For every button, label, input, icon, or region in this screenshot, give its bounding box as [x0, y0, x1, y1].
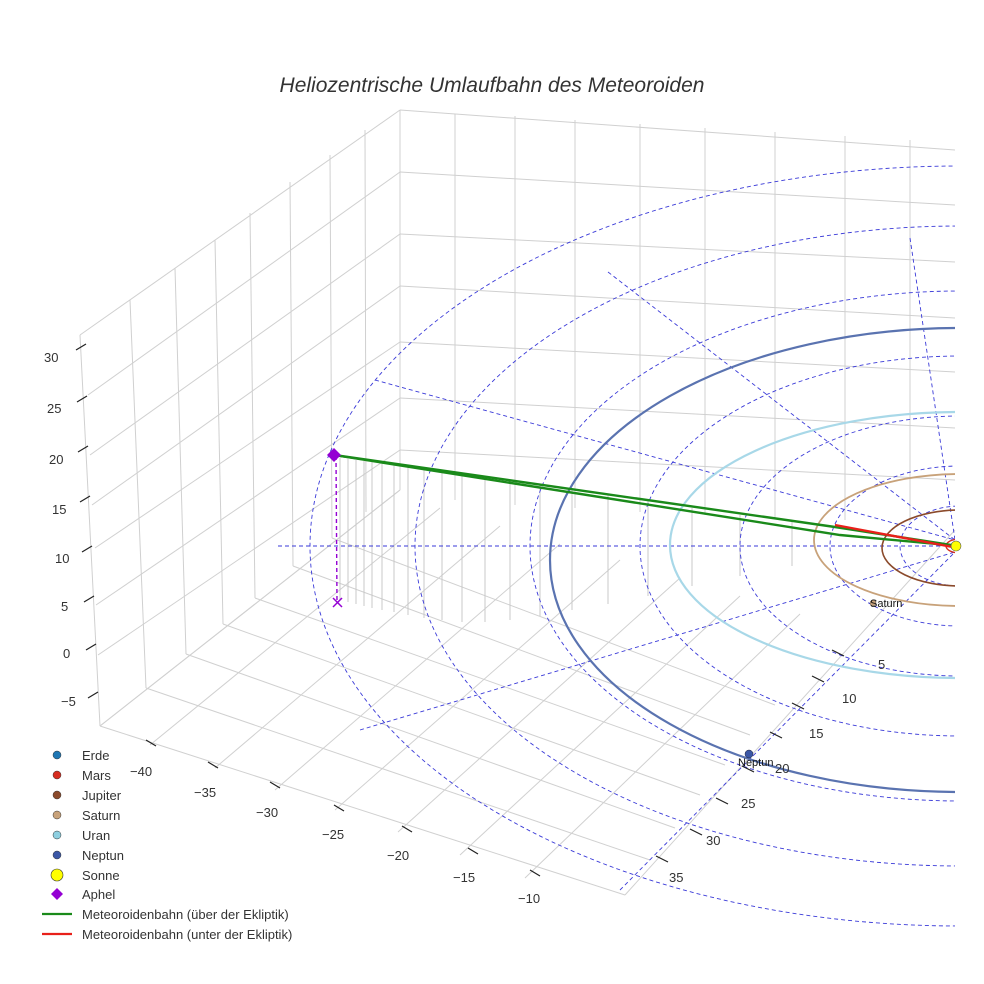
saturn-orbit	[813, 473, 955, 607]
legend-marker	[51, 888, 63, 900]
neptune-marker	[744, 749, 754, 759]
x-tick: −35	[194, 785, 216, 800]
y-tick: 30	[706, 833, 720, 848]
z-tick: 30	[44, 350, 58, 365]
legend-item[interactable]: Sonne	[50, 868, 120, 883]
x-tick: −15	[453, 870, 475, 885]
y-tick: 20	[775, 761, 789, 776]
z-tick: 25	[47, 401, 61, 416]
projection-lines	[339, 458, 793, 622]
legend-label: Neptun	[82, 848, 124, 863]
aphelion-marker	[327, 448, 341, 462]
x-tick: −20	[387, 848, 409, 863]
legend-label: Saturn	[82, 808, 120, 823]
z-tick: 20	[49, 452, 63, 467]
legend-item[interactable]: Mars	[52, 768, 111, 783]
y-tick: 25	[741, 796, 755, 811]
legend-label: Meteoroidenbahn (unter der Ekliptik)	[82, 927, 292, 942]
legend-label: Jupiter	[82, 788, 122, 803]
legend-label: Mars	[82, 768, 111, 783]
planet-label-neptun: Neptun	[738, 757, 773, 769]
legend-marker	[52, 790, 62, 800]
legend-label: Aphel	[82, 887, 115, 902]
legend-item[interactable]: Uran	[52, 828, 110, 843]
planet-orbits	[549, 326, 955, 794]
legend-label: Meteoroidenbahn (über der Ekliptik)	[82, 907, 289, 922]
z-axis	[75, 343, 99, 699]
legend: Erde Mars Jupiter Saturn Uran Neptun Son…	[42, 748, 292, 942]
legend-item[interactable]: Meteoroidenbahn (über der Ekliptik)	[42, 907, 289, 922]
chart-title: Heliozentrische Umlaufbahn des Meteoroid…	[279, 74, 705, 97]
y-tick: 10	[842, 691, 856, 706]
x-tick: −25	[322, 827, 344, 842]
neptune-orbit	[549, 326, 955, 794]
z-tick: 0	[63, 646, 70, 661]
y-tick: 35	[669, 870, 683, 885]
legend-label: Uran	[82, 828, 110, 843]
y-tick: 15	[809, 726, 823, 741]
meteoroid-path-below	[834, 523, 955, 549]
aphelion-projection-marker	[332, 597, 343, 608]
saturn-marker	[869, 599, 877, 607]
uranus-orbit	[668, 410, 955, 680]
legend-marker	[52, 770, 62, 780]
x-tick: −10	[518, 891, 540, 906]
z-tick: 5	[61, 599, 68, 614]
legend-marker	[52, 750, 62, 760]
legend-marker	[52, 810, 62, 820]
y-tick: 5	[878, 657, 885, 672]
legend-item[interactable]: Jupiter	[52, 788, 122, 803]
z-tick: −5	[61, 694, 76, 709]
planet-label-saturn: Saturn	[870, 598, 902, 610]
legend-item[interactable]: Erde	[52, 748, 109, 763]
sun-marker	[950, 540, 962, 552]
x-axis	[145, 739, 541, 877]
z-tick: 15	[52, 502, 66, 517]
legend-item[interactable]: Saturn	[52, 808, 120, 823]
reference-grid	[278, 165, 955, 927]
legend-marker	[50, 868, 64, 882]
legend-item[interactable]: Neptun	[52, 848, 124, 863]
x-tick: −30	[256, 805, 278, 820]
legend-marker	[52, 830, 62, 840]
legend-label: Erde	[82, 748, 109, 763]
legend-item[interactable]: Meteoroidenbahn (unter der Ekliptik)	[42, 927, 292, 942]
legend-marker	[52, 850, 62, 860]
legend-label: Sonne	[82, 868, 120, 883]
grid-box	[79, 109, 956, 896]
y-axis	[655, 649, 845, 863]
legend-item[interactable]: Aphel	[51, 887, 115, 902]
aphelion-projection-line	[335, 455, 338, 604]
z-tick: 10	[55, 551, 69, 566]
jupiter-orbit	[881, 509, 955, 587]
meteoroid-path-above-return	[333, 453, 955, 547]
x-tick: −40	[130, 764, 152, 779]
meteoroid-path	[333, 453, 955, 549]
